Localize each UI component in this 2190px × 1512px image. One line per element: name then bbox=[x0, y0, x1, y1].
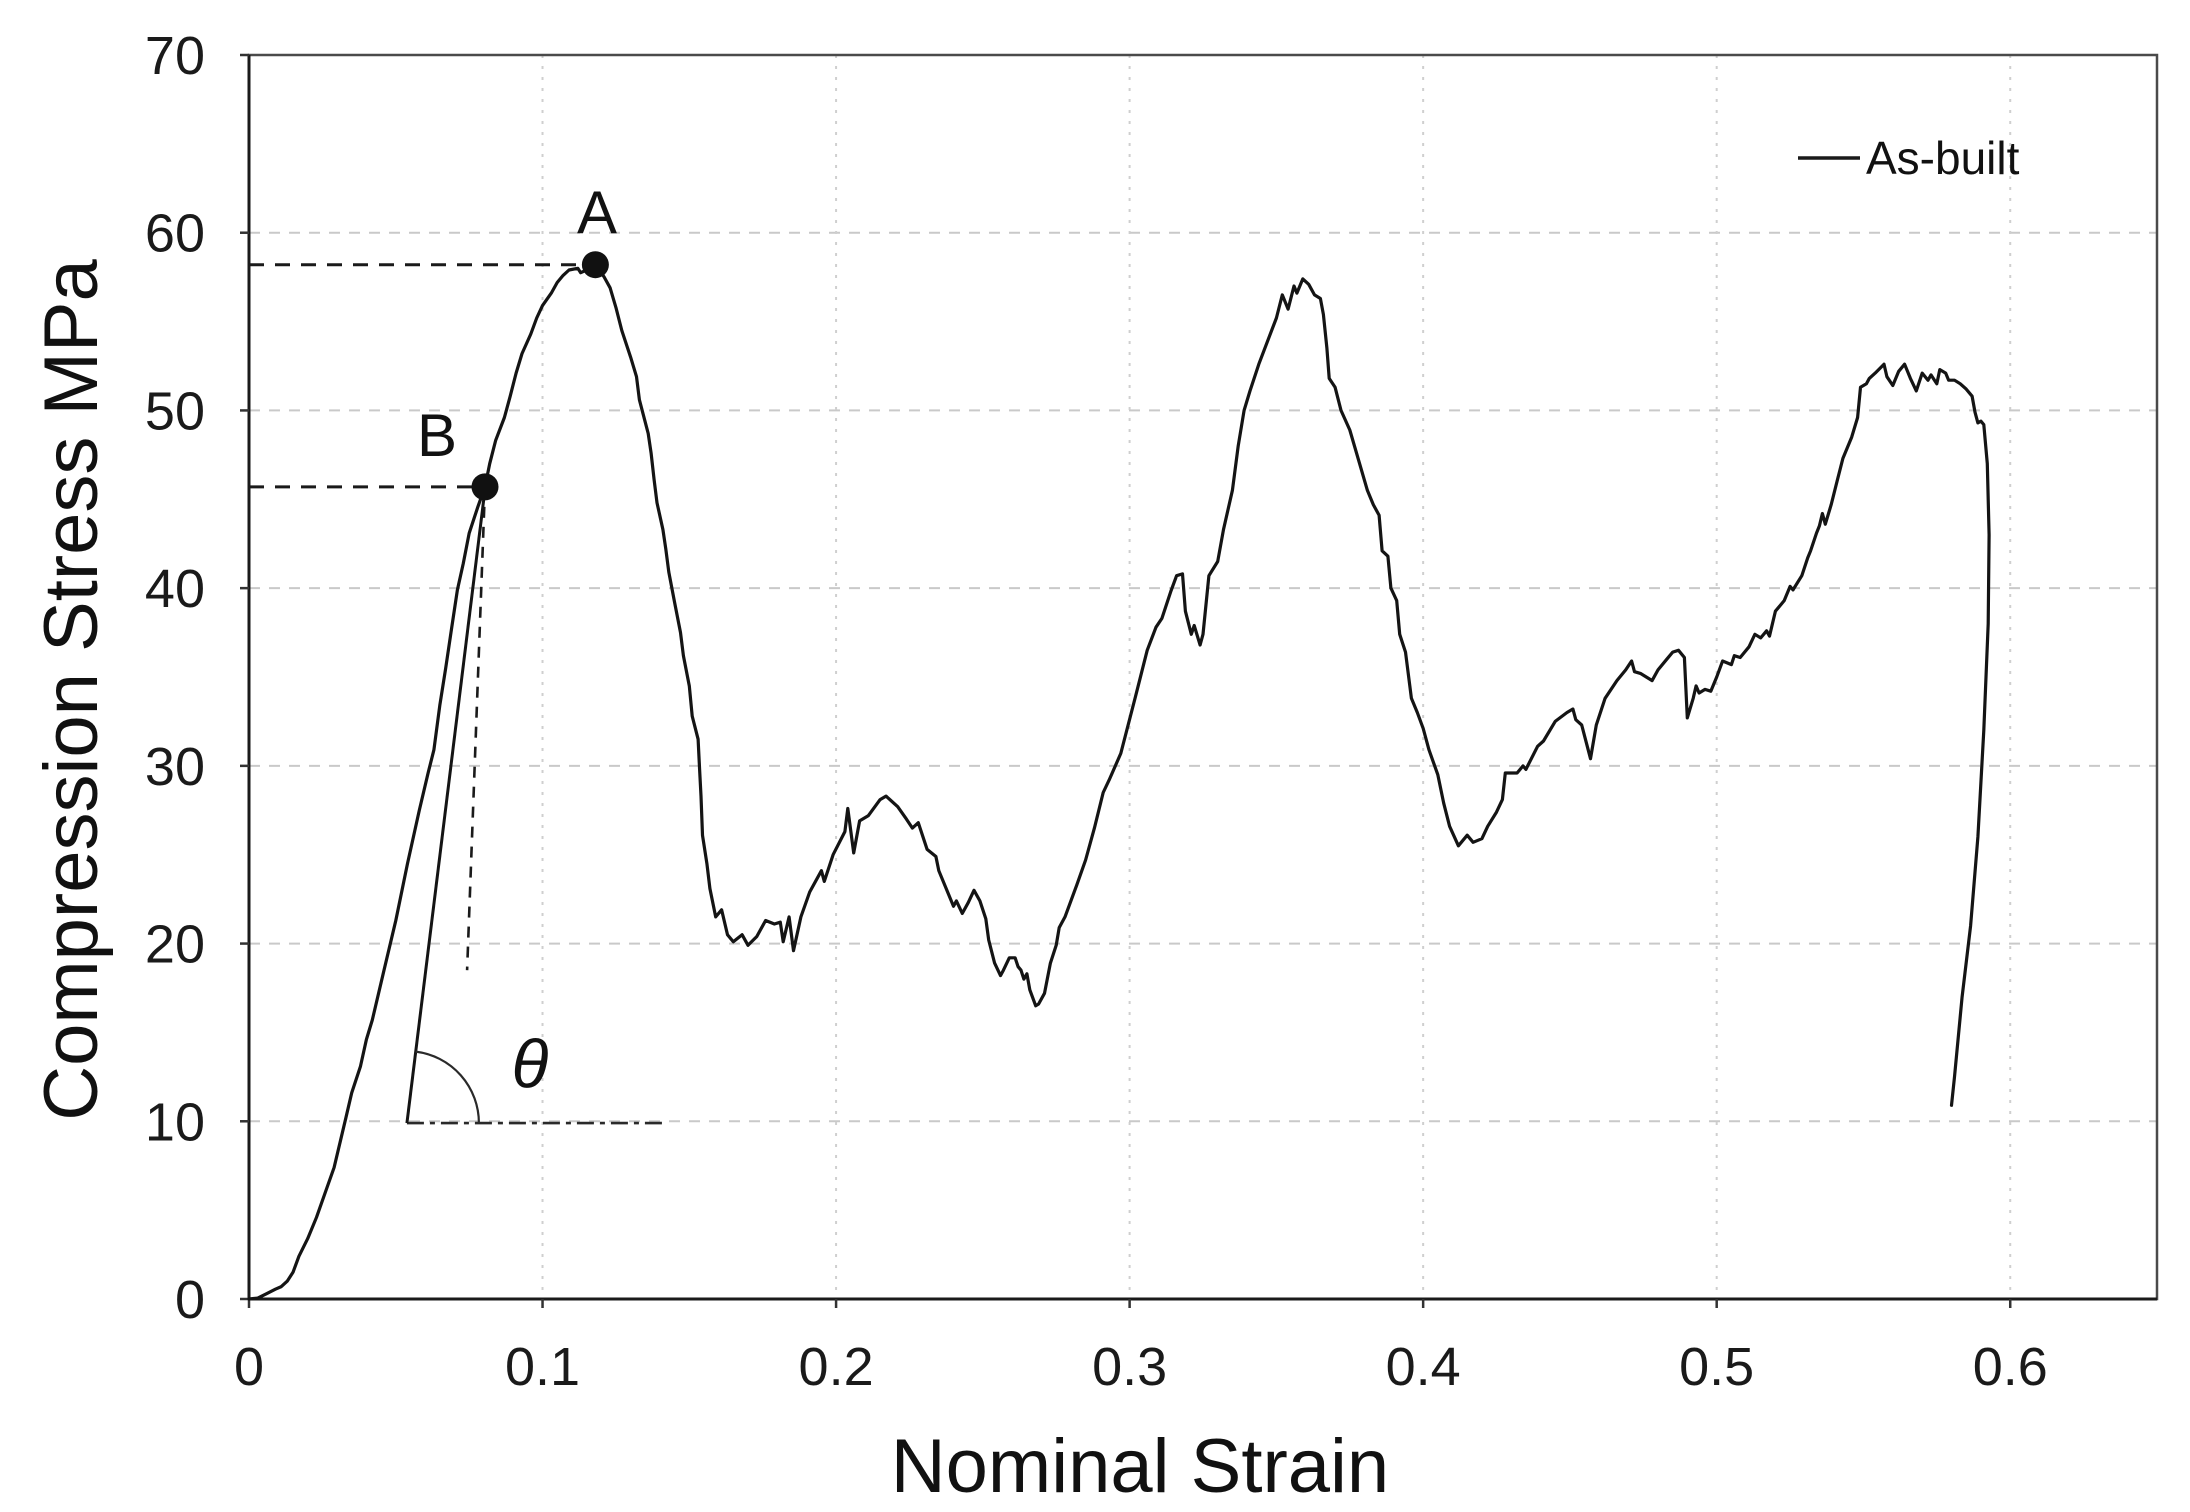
y-tick-label: 50 bbox=[145, 381, 205, 441]
x-tick-label: 0 bbox=[234, 1337, 264, 1397]
theta-angle-arc bbox=[415, 1050, 480, 1124]
x-axis-title: Nominal Strain bbox=[891, 1424, 1389, 1509]
annotation-lines-group bbox=[249, 263, 665, 1125]
y-tick-label: 0 bbox=[175, 1270, 205, 1330]
x-tick-label: 0.1 bbox=[505, 1337, 580, 1397]
tangent-line bbox=[405, 486, 487, 1124]
point-b-label: B bbox=[417, 402, 457, 469]
plot-border bbox=[247, 53, 2159, 1301]
point-a-label: A bbox=[577, 179, 617, 246]
point-b-marker bbox=[471, 473, 499, 501]
x-tick-label: 0.4 bbox=[1386, 1337, 1461, 1397]
legend-label: As-built bbox=[1866, 132, 2020, 184]
y-tick-label: 10 bbox=[145, 1092, 205, 1152]
tick-marks-group bbox=[240, 53, 2012, 1308]
y-tick-label: 20 bbox=[145, 915, 205, 975]
y-tick-label: 60 bbox=[145, 204, 205, 264]
x-tick-label: 0.3 bbox=[1092, 1337, 1167, 1397]
point-a-marker bbox=[581, 251, 609, 279]
x-tick-label: 0.6 bbox=[1973, 1337, 2048, 1397]
y-tick-label: 40 bbox=[145, 559, 205, 619]
gridlines-group bbox=[249, 55, 2157, 1299]
curve-as-built bbox=[247, 263, 1991, 1301]
y-tick-label: 30 bbox=[145, 737, 205, 797]
annotation-markers-group bbox=[471, 251, 609, 501]
x-tick-label: 0.2 bbox=[799, 1337, 874, 1397]
theta-label: θ bbox=[512, 1026, 549, 1102]
y-tick-label: 70 bbox=[145, 26, 205, 86]
point-b-drop-line bbox=[465, 486, 487, 971]
x-tick-label: 0.5 bbox=[1679, 1337, 1754, 1397]
legend: As-built bbox=[1798, 132, 2020, 184]
data-series-group bbox=[247, 263, 1991, 1301]
y-axis-title: Compression Stress MPa bbox=[29, 258, 114, 1120]
tick-labels-group: 0 10 20 30 40 50 60 70 0 0.1 0.2 0.3 0.4 0.5 0.6 bbox=[145, 26, 2048, 1397]
